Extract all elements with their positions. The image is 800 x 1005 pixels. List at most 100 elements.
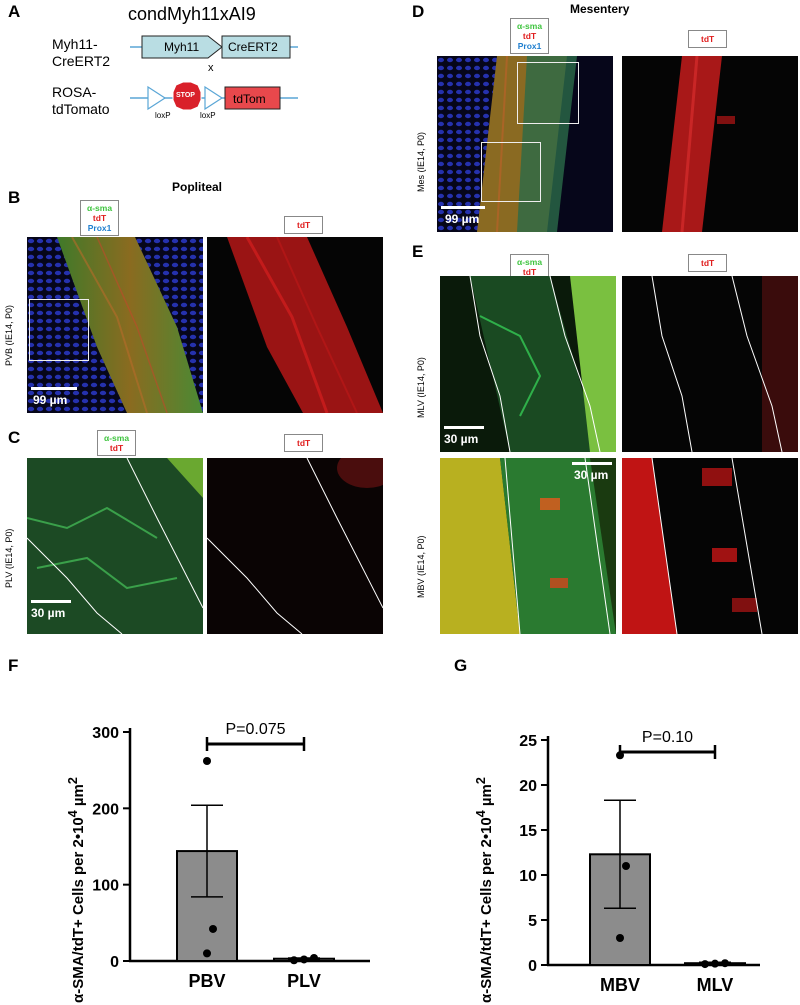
legend-d-right: tdT <box>688 30 728 48</box>
y-tick-label: 0 <box>528 958 537 975</box>
y-tick-label: 20 <box>519 778 537 795</box>
side-label-mes: Mes (IE14, P0) <box>416 131 426 192</box>
micrograph-d-tdt <box>622 56 798 232</box>
micrograph-c-tdt <box>207 458 383 634</box>
micrograph-e-mlv-merge-art <box>469 276 616 452</box>
data-point <box>711 959 719 968</box>
y-tick-label: 10 <box>519 868 537 885</box>
panel-letter-b: B <box>8 188 21 207</box>
legend-c-left: α-sma tdT <box>97 430 137 456</box>
legend-e-right: tdT <box>688 254 728 272</box>
data-point <box>209 924 217 933</box>
x-tick-label-plv: PLV <box>287 971 321 991</box>
scale-bar-c <box>31 600 71 603</box>
legend-prox1: Prox1 <box>517 41 542 51</box>
stop-sign-label: STOP <box>176 92 195 99</box>
micrograph-b-tdt <box>207 237 383 413</box>
region-title-popliteal: Popliteal <box>172 180 223 194</box>
roi-box-d-top <box>517 62 579 124</box>
scale-text-e-bottom: 30 µm <box>574 468 609 482</box>
panel-letter-d: D <box>412 2 425 21</box>
chart-g-ylabel-sup2: 2 <box>474 777 488 785</box>
chart-g: 0 5 10 15 20 25 MBV MLV P=0.10 <box>519 729 760 995</box>
myh11-box-label: Myh11 <box>164 40 200 54</box>
micrograph-d-merge-art <box>437 56 577 232</box>
x-tick-label-mlv: MLV <box>697 975 734 995</box>
panel-letter-c: C <box>8 428 21 447</box>
construct-diagram <box>130 35 298 111</box>
legend-b-left: α-sma tdT Prox1 <box>80 200 120 236</box>
data-point <box>622 862 630 870</box>
micrograph-e-mlv-tdt <box>622 276 798 452</box>
legend-alpha-sma: α-sma <box>87 203 113 213</box>
region-title-mesentery: Mesentery <box>570 2 630 16</box>
data-point <box>300 955 308 964</box>
legend-tdt: tdT <box>92 213 107 223</box>
side-label-pvb: PVB (IE14, P0) <box>4 304 14 366</box>
micrograph-b-merge: 99 µm <box>27 237 203 413</box>
scale-text-b: 99 µm <box>33 393 68 407</box>
side-label-mbv: MBV (IE14, P0) <box>416 535 426 598</box>
legend-d-left: α-sma tdT Prox1 <box>510 18 550 54</box>
panel-letter-g: G <box>454 656 468 675</box>
micrograph-e-mbv-tdt <box>622 458 798 634</box>
scale-bar-e-bottom <box>572 462 612 465</box>
micrograph-b-merge-art <box>27 237 203 413</box>
p-value-annotation: P=0.075 <box>225 721 285 738</box>
scale-text-e-top: 30 µm <box>444 432 479 446</box>
scale-bar-d <box>441 206 485 209</box>
loxp-label-2: loxP <box>200 111 216 120</box>
side-label-mlv: MLV (IE14, P0) <box>416 357 426 418</box>
micrograph-c-merge-art <box>27 458 203 634</box>
roi-box-d-bottom <box>481 142 541 202</box>
micrograph-c-merge: 30 µm <box>27 458 203 634</box>
legend-tdt: tdT <box>522 267 537 277</box>
scale-text-c: 30 µm <box>31 606 66 620</box>
legend-tdt: tdT <box>109 443 124 453</box>
micrograph-e-mlv-tdt-art <box>651 276 798 452</box>
micrograph-b-tdt-art <box>227 237 383 413</box>
data-point <box>616 934 624 942</box>
x-tick-label-pbv: PBV <box>188 971 225 991</box>
legend-c-right: tdT <box>284 434 324 452</box>
micrograph-e-mbv-merge-art <box>440 458 616 634</box>
scale-bar-e-top <box>444 426 484 429</box>
data-point <box>721 959 729 968</box>
scale-text-d: 99 µm <box>445 212 480 226</box>
legend-e-left: α-sma tdT <box>510 254 550 280</box>
y-tick-label: 300 <box>92 725 119 742</box>
legend-tdt: tdT <box>522 31 537 41</box>
micrograph-d-tdt-art <box>662 56 735 232</box>
panel-letter-e: E <box>412 242 424 261</box>
data-point <box>203 949 211 958</box>
roi-box-b <box>29 299 89 361</box>
panel-letter-a: A <box>8 2 21 21</box>
micrograph-c-tdt-art <box>207 458 383 634</box>
x-tick-label-mbv: MBV <box>600 975 640 995</box>
y-tick-label: 5 <box>528 913 537 930</box>
chart-f-ylabel-sup2: 2 <box>66 777 80 785</box>
micrograph-e-mbv-tdt-art <box>622 458 763 634</box>
y-tick-label: 100 <box>92 878 119 895</box>
panel-letter-f: F <box>8 656 19 675</box>
cross-symbol: x <box>208 62 214 74</box>
micrograph-e-mlv-merge: 30 µm <box>440 276 616 452</box>
panel-a-title: condMyh11xAI9 <box>128 4 256 24</box>
loxp-label-1: loxP <box>155 111 171 120</box>
legend-alpha-sma: α-sma <box>517 21 543 31</box>
scale-bar-b <box>31 387 77 390</box>
legend-prox1: Prox1 <box>87 223 112 233</box>
data-point <box>701 960 709 969</box>
legend-b-right: tdT <box>284 216 324 234</box>
chart-f-ylabel-sup4: 4 <box>66 810 80 818</box>
micrograph-d-merge: 99 µm <box>437 56 613 232</box>
legend-alpha-sma: α-sma <box>104 433 130 443</box>
p-value-annotation: P=0.10 <box>642 729 693 746</box>
y-tick-label: 25 <box>519 733 537 750</box>
y-tick-label: 0 <box>110 954 119 971</box>
line2-label: ROSA- tdTomato <box>52 84 110 117</box>
line1-label: Myh11- CreERT2 <box>52 36 111 69</box>
data-point <box>203 757 211 766</box>
legend-alpha-sma: α-sma <box>517 257 543 267</box>
chart-f: 0 100 200 300 PBV PLV P=0.075 <box>92 721 370 991</box>
